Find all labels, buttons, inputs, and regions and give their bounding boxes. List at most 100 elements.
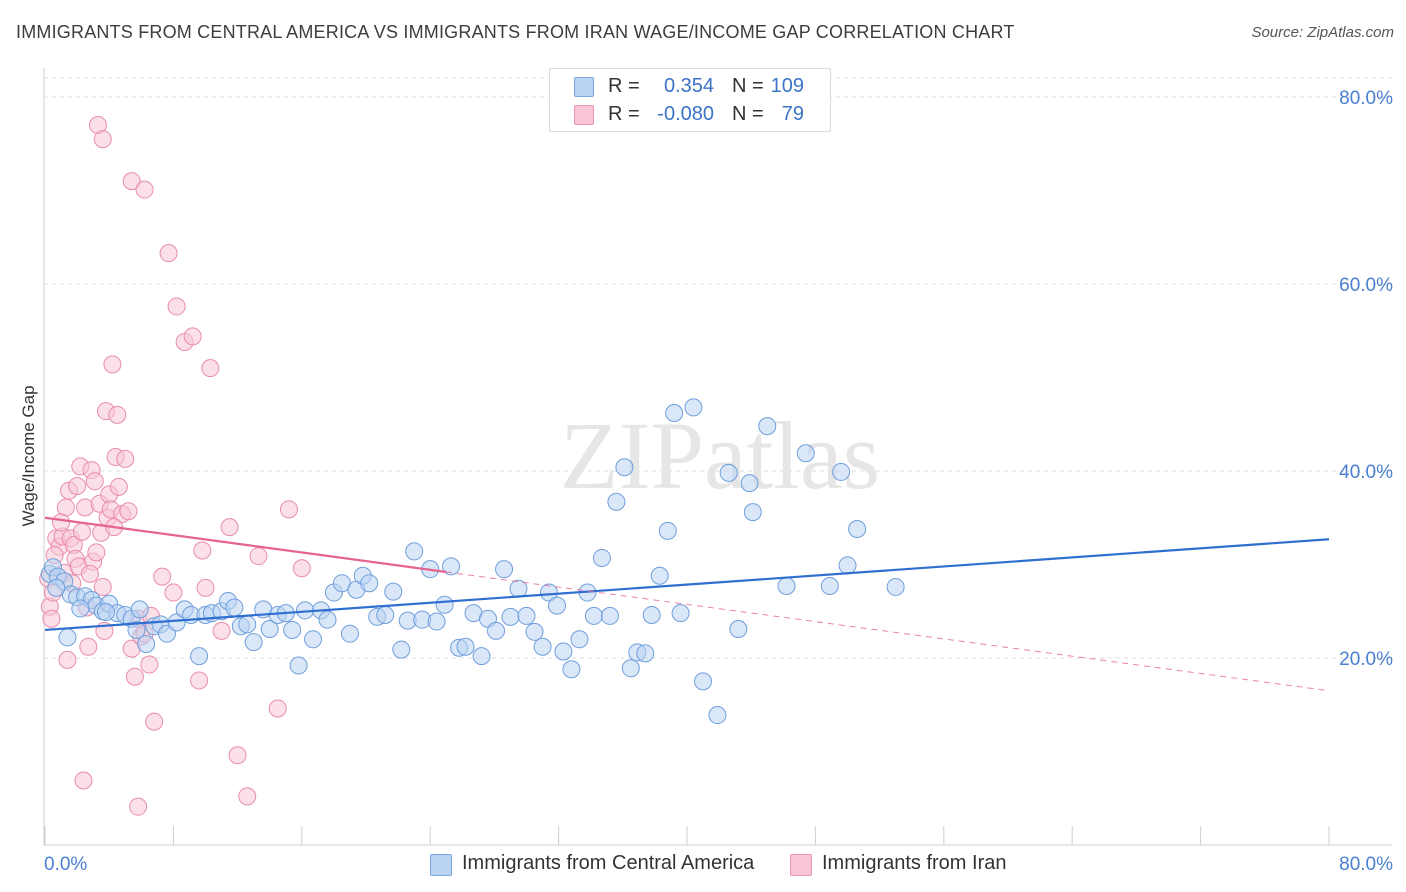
iran-point	[228, 746, 247, 765]
iran-point	[52, 513, 71, 532]
y-tick-label: 20.0%	[1339, 649, 1393, 670]
iran-point	[85, 472, 104, 491]
central-america-trend-line	[44, 538, 1330, 632]
iran-point	[249, 547, 268, 566]
iran-point	[145, 712, 164, 731]
central-america-point	[501, 607, 520, 626]
central-america-point	[658, 521, 677, 540]
central-america-point	[435, 595, 454, 614]
central-america-point	[283, 620, 302, 639]
central-america-point	[615, 458, 634, 477]
grid-lines	[44, 77, 1392, 659]
iran-point	[87, 543, 106, 562]
y-tick-label: 60.0%	[1339, 275, 1393, 296]
central-america-point	[838, 556, 857, 575]
legend-swatch-pink	[790, 854, 812, 876]
iran-point	[79, 637, 98, 656]
iran-point	[279, 500, 298, 519]
legend-r-label: R =	[608, 75, 640, 97]
legend-r-value: -0.080	[657, 103, 714, 125]
legend-n-label: N =	[732, 75, 764, 97]
iran-point	[190, 671, 209, 690]
iran-point	[164, 583, 183, 602]
axes	[43, 68, 1392, 846]
y-tick-label: 40.0%	[1339, 462, 1393, 483]
iran-point	[183, 327, 202, 346]
iran-point	[193, 541, 212, 560]
source-label: Source: ZipAtlas.com	[1251, 24, 1394, 41]
central-america-point	[289, 656, 308, 675]
central-america-point	[848, 519, 867, 538]
iran-point	[56, 498, 75, 517]
central-america-point	[487, 621, 506, 640]
central-america-point	[642, 605, 661, 624]
central-america-point	[584, 606, 603, 625]
central-america-point	[607, 492, 626, 511]
central-america-point	[533, 637, 552, 656]
iran-point	[292, 559, 311, 578]
iran-point	[220, 518, 239, 537]
central-america-point	[472, 647, 491, 666]
legend-n-value: 79	[781, 103, 804, 125]
iran-point	[108, 405, 127, 424]
central-america-point	[405, 542, 424, 561]
central-america-point	[547, 596, 566, 615]
central-america-point	[570, 630, 589, 649]
iran-point	[72, 522, 91, 541]
central-america-point	[392, 640, 411, 659]
legend-r-value: 0.354	[663, 75, 714, 97]
iran-point	[80, 564, 99, 583]
central-america-point	[127, 620, 146, 639]
series-iran-points	[39, 116, 311, 816]
central-america-point	[304, 630, 323, 649]
central-america-point	[665, 404, 684, 423]
iran-point	[167, 297, 186, 316]
central-america-point	[376, 605, 395, 624]
central-america-point	[456, 637, 475, 656]
central-america-point	[47, 578, 66, 597]
central-america-point	[740, 474, 759, 493]
central-america-point	[636, 644, 655, 663]
central-america-point	[58, 628, 77, 647]
iran-point	[238, 787, 257, 806]
legend-row-central-america: R = 0.354 N = 109	[550, 72, 830, 100]
iran-point	[212, 621, 231, 640]
central-america-point	[427, 612, 446, 631]
iran-point	[103, 355, 122, 374]
legend-r-label: R =	[608, 103, 640, 125]
legend-n-label: N =	[732, 103, 764, 125]
central-america-point	[167, 613, 186, 632]
iran-point	[122, 172, 141, 191]
central-america-point	[340, 624, 359, 643]
y-axis-label: Wage/Income Gap	[19, 385, 38, 526]
series-central-america-points	[40, 398, 905, 725]
central-america-point	[360, 574, 379, 593]
central-america-point	[442, 557, 461, 576]
iran-point	[196, 578, 215, 597]
iran-point	[116, 449, 135, 468]
iran-point	[58, 650, 77, 669]
iran-point	[159, 244, 178, 263]
legend-swatch-blue	[430, 854, 452, 876]
iran-trend-extension	[446, 571, 1330, 692]
tick-labels: 20.0% 40.0% 60.0% 80.0% 0.0% 80.0%	[44, 88, 1393, 875]
central-america-point	[539, 583, 558, 602]
iran-point	[153, 567, 172, 586]
iran-point	[74, 771, 93, 790]
central-america-point	[260, 620, 279, 639]
central-america-point	[318, 610, 337, 629]
iran-point	[93, 130, 112, 149]
central-america-point	[130, 600, 149, 619]
central-america-point	[886, 577, 905, 596]
iran-point	[119, 502, 138, 521]
central-america-point	[758, 417, 777, 436]
central-america-point	[225, 598, 244, 617]
legend-row-iran: R = -0.080 N = 79	[550, 100, 830, 128]
central-america-point	[708, 706, 727, 725]
central-america-point	[621, 659, 640, 678]
iran-point	[201, 359, 220, 378]
central-america-point	[743, 503, 762, 522]
x-tick-label-min: 0.0%	[44, 854, 87, 875]
central-america-point	[592, 548, 611, 567]
